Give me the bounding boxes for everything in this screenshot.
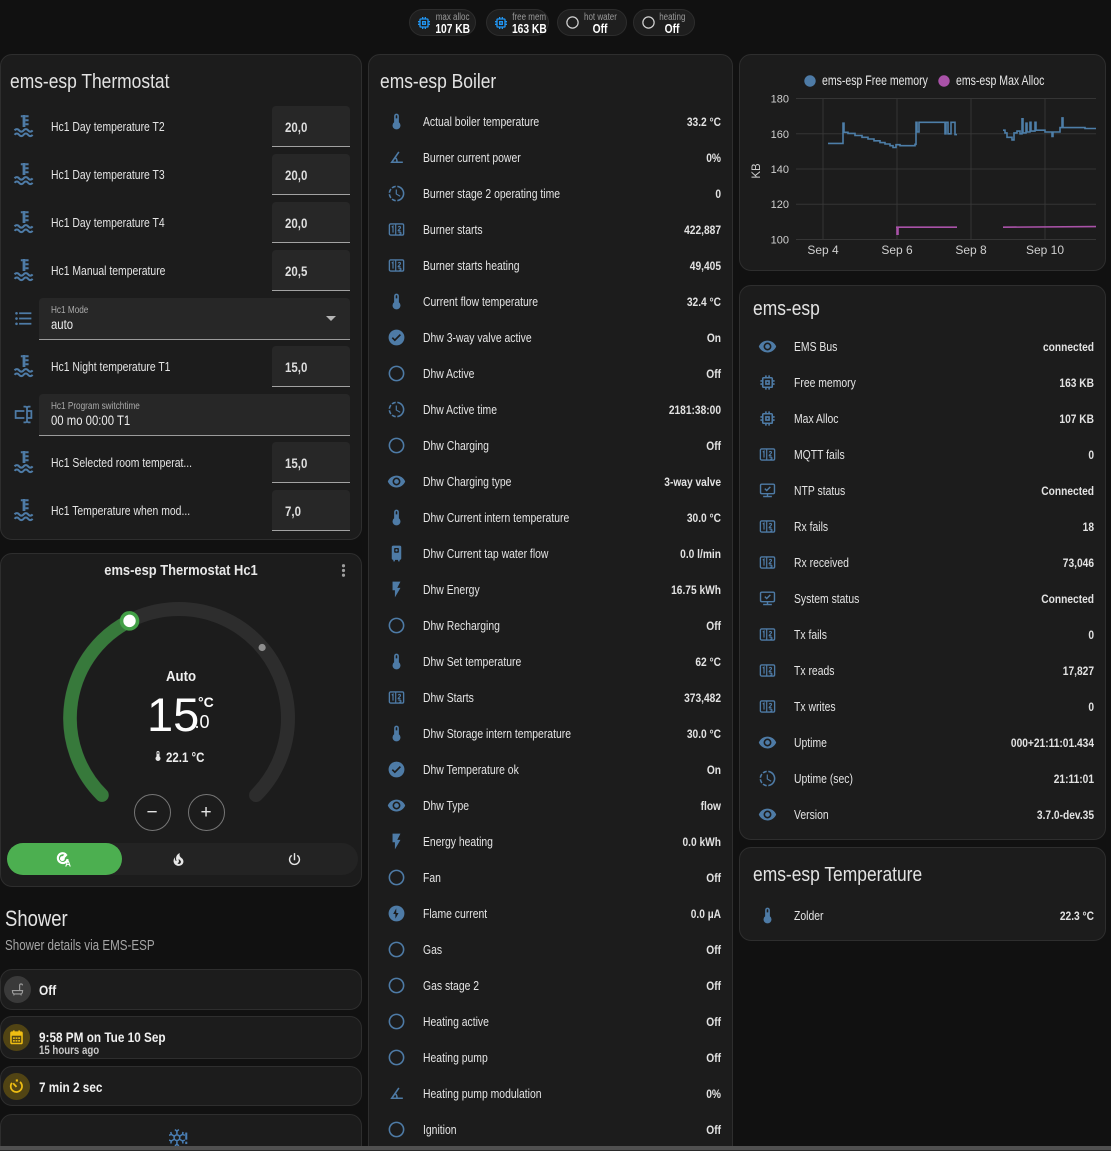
svg-text:100: 100 — [771, 235, 789, 247]
svg-text:120: 120 — [771, 199, 789, 211]
svg-text:140: 140 — [771, 164, 789, 176]
svg-text:180: 180 — [771, 94, 789, 106]
svg-text:Sep 6: Sep 6 — [881, 243, 913, 257]
svg-text:Sep 10: Sep 10 — [1026, 243, 1064, 257]
svg-text:Sep 8: Sep 8 — [955, 243, 987, 257]
svg-text:KB: KB — [751, 163, 763, 179]
svg-text:Sep 4: Sep 4 — [807, 243, 839, 257]
svg-text:160: 160 — [771, 129, 789, 141]
